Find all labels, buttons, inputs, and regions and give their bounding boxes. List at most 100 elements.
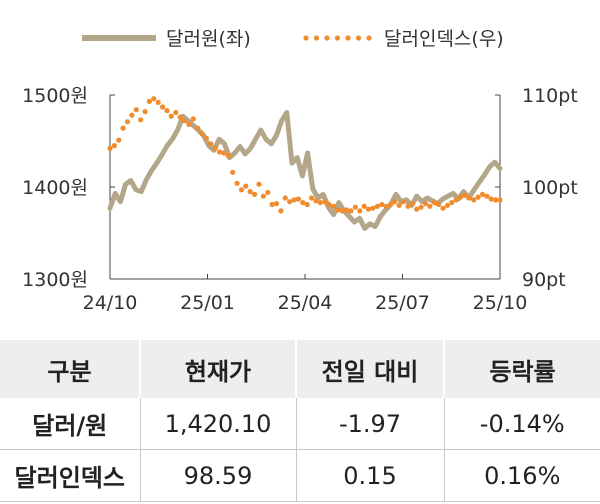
dxy-point — [133, 107, 139, 113]
dxy-point — [497, 197, 503, 203]
dxy-point — [203, 135, 209, 141]
legend-dxy-dot — [355, 35, 362, 41]
dxy-point — [431, 200, 437, 206]
dxy-point — [300, 200, 306, 206]
dxy-point — [129, 112, 135, 118]
dxy-point — [453, 197, 459, 203]
dxy-point — [291, 197, 297, 203]
dxy-point — [357, 208, 363, 214]
fx-quote-table: 구분 현재가 전일 대비 등락률 달러/원 1,420.10 -1.97 -0.… — [0, 340, 600, 502]
header-change: 전일 대비 — [295, 340, 444, 398]
left-tick-label: 1300원 — [22, 269, 88, 291]
dxy-point — [116, 137, 122, 143]
dxy-point — [265, 189, 271, 196]
dxy-point — [326, 201, 332, 208]
row-usdkrw-rate: -0.14% — [443, 398, 600, 450]
right-tick-label: 100pt — [522, 177, 578, 199]
dxy-point — [374, 203, 380, 209]
dxy-point — [177, 114, 183, 120]
dxy-point — [370, 205, 376, 211]
table-row: 달러인덱스 98.59 0.15 0.16% — [0, 449, 600, 502]
right-tick-label: 90pt — [522, 269, 566, 291]
x-tick-label: 24/10 — [83, 292, 138, 314]
dxy-point — [361, 203, 367, 209]
dxy-point — [436, 201, 442, 208]
dxy-point — [238, 187, 245, 193]
dxy-point — [217, 149, 223, 155]
dxy-point — [418, 204, 424, 210]
dxy-point — [107, 145, 113, 151]
dxy-point — [146, 98, 152, 104]
dxy-point — [309, 195, 315, 201]
dxy-point — [269, 201, 275, 208]
usd-krw-dxy-chart: 1500원 1400원 1300원 110pt 100pt 90pt 24/10 25/01 2… — [22, 28, 578, 314]
dxy-point — [344, 207, 350, 213]
dxy-point — [273, 201, 280, 207]
dxy-point — [124, 119, 131, 125]
table-header-row: 구분 현재가 전일 대비 등락률 — [0, 340, 600, 398]
left-tick-label: 1400원 — [22, 177, 88, 199]
dxy-point — [212, 145, 218, 151]
dxy-point — [234, 180, 240, 186]
x-tick-label: 25/01 — [180, 292, 235, 314]
legend-dxy-dot — [313, 35, 320, 41]
dxy-point — [383, 203, 389, 209]
dxy-point — [181, 118, 188, 124]
dxy-point — [401, 199, 407, 205]
dxy-point — [164, 108, 170, 114]
dxy-point — [260, 193, 266, 199]
row-usdkrw-price: 1,420.10 — [139, 398, 296, 450]
right-tick-label: 110pt — [522, 85, 578, 107]
dxy-point — [352, 204, 358, 210]
dxy-point — [199, 131, 205, 137]
legend-dxy-dot — [345, 35, 351, 41]
dxy-point — [414, 206, 420, 212]
dxy-point — [444, 202, 450, 208]
table-row: 달러/원 1,420.10 -1.97 -0.14% — [0, 398, 600, 450]
dxy-point — [422, 201, 429, 207]
dxy-point — [335, 207, 341, 213]
dxy-point — [462, 192, 468, 198]
dxy-point — [186, 121, 192, 127]
row-usdkrw-change: -1.97 — [295, 398, 444, 450]
dxy-point — [466, 195, 472, 201]
dxy-point — [138, 117, 144, 123]
dxy-point — [278, 208, 284, 214]
legend-dxy-dot — [366, 35, 372, 41]
dxy-point — [317, 200, 323, 206]
legend-dxy-dot — [324, 35, 330, 41]
dxy-point — [471, 197, 477, 203]
row-dxy-rate: 0.16% — [443, 449, 600, 502]
dxy-point — [295, 196, 301, 202]
dxy-point — [247, 189, 253, 195]
row-dxy-change: 0.15 — [295, 449, 444, 502]
dxy-point — [449, 200, 455, 206]
dxy-point — [120, 125, 126, 131]
dxy-point — [111, 143, 117, 149]
row-usdkrw-label: 달러/원 — [32, 412, 108, 440]
dxy-point — [330, 203, 337, 209]
dxy-point — [142, 109, 148, 115]
dxy-point — [365, 206, 372, 212]
dxy-point — [173, 109, 179, 116]
legend-dxy-dot — [334, 35, 341, 41]
dxy-point — [230, 169, 236, 175]
dxy-point — [484, 193, 490, 199]
dxy-point — [243, 183, 249, 189]
row-dxy-price: 98.59 — [139, 449, 296, 502]
dxy-point — [493, 197, 499, 203]
dxy-point — [339, 208, 345, 214]
dxy-point — [208, 141, 214, 147]
dxy-point — [304, 201, 310, 208]
dxy-point — [409, 201, 415, 207]
header-category: 구분 — [0, 340, 140, 398]
row-dxy-label: 달러인덱스 — [14, 464, 125, 492]
dxy-point — [256, 181, 262, 187]
header-current-price: 현재가 — [139, 340, 296, 398]
legend-dxy-label: 달러인덱스(우) — [384, 28, 504, 50]
dxy-point — [168, 113, 174, 119]
dxy-point — [155, 99, 161, 105]
dxy-point — [440, 205, 446, 211]
dxy-point — [151, 96, 157, 102]
dxy-point — [458, 194, 464, 200]
